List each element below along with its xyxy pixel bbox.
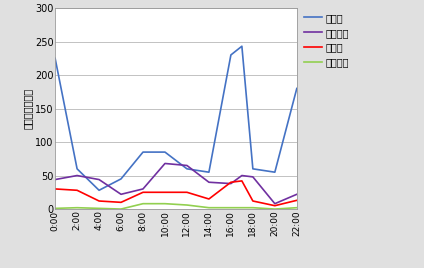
須走口 <box>184 191 190 194</box>
吉田口 <box>53 57 58 60</box>
吉田口 <box>118 177 123 181</box>
須走口 <box>272 204 277 207</box>
吉田口 <box>250 167 255 170</box>
富士宮口 <box>294 193 299 196</box>
御殿場口 <box>53 207 58 210</box>
Line: 御殿場口: 御殿場口 <box>55 204 297 209</box>
御殿場口 <box>184 203 190 207</box>
須走口 <box>206 197 212 200</box>
須走口 <box>97 199 102 203</box>
御殿場口 <box>294 206 299 209</box>
御殿場口 <box>118 207 123 211</box>
御殿場口 <box>229 206 234 209</box>
富士宮口 <box>239 174 244 177</box>
富士宮口 <box>162 162 167 165</box>
吉田口 <box>229 53 234 57</box>
富士宮口 <box>140 187 145 191</box>
須走口 <box>294 199 299 202</box>
吉田口 <box>272 171 277 174</box>
御殿場口 <box>97 207 102 210</box>
須走口 <box>75 189 80 192</box>
富士宮口 <box>272 202 277 205</box>
須走口 <box>229 181 234 184</box>
御殿場口 <box>272 207 277 211</box>
Line: 吉田口: 吉田口 <box>55 46 297 190</box>
富士宮口 <box>97 178 102 181</box>
富士宮口 <box>118 193 123 196</box>
富士宮口 <box>53 178 58 181</box>
富士宮口 <box>206 181 212 184</box>
須走口 <box>250 199 255 203</box>
Line: 須走口: 須走口 <box>55 181 297 206</box>
須走口 <box>118 201 123 204</box>
御殿場口 <box>162 202 167 205</box>
富士宮口 <box>229 182 234 185</box>
須走口 <box>140 191 145 194</box>
吉田口 <box>184 167 190 170</box>
御殿場口 <box>239 206 244 209</box>
富士宮口 <box>250 175 255 178</box>
吉田口 <box>140 151 145 154</box>
富士宮口 <box>184 164 190 167</box>
須走口 <box>53 187 58 191</box>
須走口 <box>162 191 167 194</box>
富士宮口 <box>75 174 80 177</box>
御殿場口 <box>250 206 255 209</box>
吉田口 <box>206 171 212 174</box>
吉田口 <box>239 45 244 48</box>
Y-axis label: 登山者数（人）: 登山者数（人） <box>22 88 32 129</box>
須走口 <box>239 179 244 183</box>
吉田口 <box>75 167 80 170</box>
御殿場口 <box>206 206 212 209</box>
Line: 富士宮口: 富士宮口 <box>55 163 297 204</box>
御殿場口 <box>75 206 80 209</box>
御殿場口 <box>140 202 145 205</box>
吉田口 <box>97 189 102 192</box>
吉田口 <box>294 87 299 90</box>
Legend: 吉田口, 富士宮口, 須走口, 御殿場口: 吉田口, 富士宮口, 須走口, 御殿場口 <box>304 13 349 68</box>
吉田口 <box>162 151 167 154</box>
